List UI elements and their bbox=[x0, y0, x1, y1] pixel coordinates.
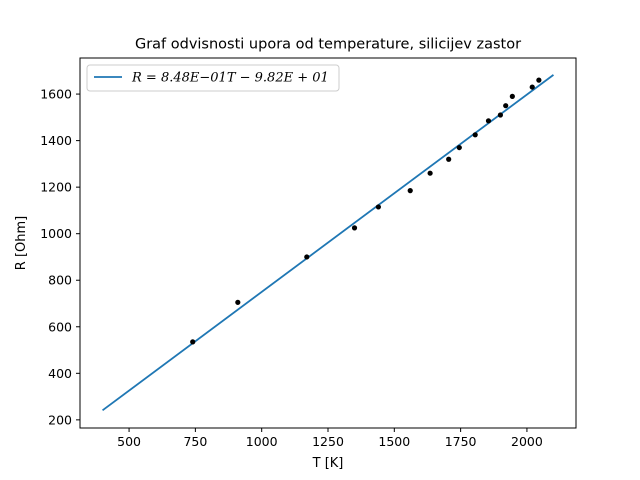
data-point bbox=[446, 156, 452, 162]
x-tick-label: 500 bbox=[117, 434, 141, 449]
x-tick-label: 1000 bbox=[246, 434, 278, 449]
x-tick-label: 1750 bbox=[445, 434, 477, 449]
y-tick-label: 400 bbox=[48, 366, 72, 381]
data-point bbox=[407, 188, 413, 194]
fit-line-layer bbox=[102, 74, 554, 412]
data-point bbox=[509, 93, 515, 99]
legend-label: R = 8.48E−01T − 9.82E + 01 bbox=[131, 71, 329, 86]
y-axis-label: R [Ohm] bbox=[14, 216, 29, 270]
data-point bbox=[472, 132, 478, 138]
data-point bbox=[536, 77, 542, 83]
data-point bbox=[375, 204, 381, 210]
data-point bbox=[351, 225, 358, 231]
legend-box bbox=[86, 64, 340, 92]
data-point bbox=[503, 103, 509, 109]
y-tick-label: 800 bbox=[48, 273, 72, 288]
data-point bbox=[304, 254, 310, 260]
y-tick-label: 200 bbox=[48, 412, 72, 427]
y-tick-label: 1000 bbox=[40, 226, 72, 241]
x-tick-label: 750 bbox=[183, 434, 207, 449]
x-axis-label: T [K] bbox=[312, 456, 344, 471]
x-tick-label: 2000 bbox=[511, 434, 543, 449]
data-point bbox=[529, 84, 535, 90]
data-points-layer bbox=[190, 77, 542, 345]
data-point bbox=[427, 170, 433, 176]
y-tick-label: 1600 bbox=[40, 87, 72, 102]
data-point bbox=[456, 144, 462, 151]
x-axis-ticks: 500 750 1000 1250 1500 1750 2000 bbox=[117, 428, 543, 449]
data-point bbox=[485, 118, 492, 124]
y-axis-ticks: 200 400 600 800 1000 1200 1400 1600 bbox=[40, 87, 80, 427]
y-tick-label: 1200 bbox=[40, 180, 72, 195]
chart-title: Graf odvisnosti upora od temperature, si… bbox=[135, 37, 521, 53]
y-tick-label: 1400 bbox=[40, 133, 72, 148]
data-point bbox=[497, 112, 504, 118]
y-tick-label: 600 bbox=[48, 319, 72, 334]
x-tick-label: 1250 bbox=[312, 434, 344, 449]
data-point bbox=[190, 339, 196, 345]
legend: R = 8.48E−01T − 9.82E + 01 bbox=[86, 64, 340, 92]
fit-line bbox=[102, 74, 554, 412]
x-tick-label: 1500 bbox=[378, 434, 410, 449]
data-point bbox=[235, 299, 241, 305]
